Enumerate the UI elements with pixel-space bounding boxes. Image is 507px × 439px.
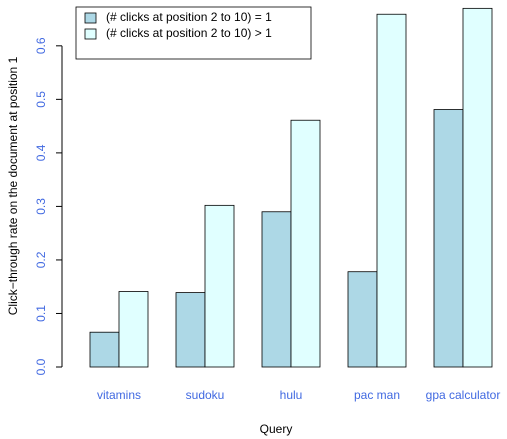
y-tick-label: 0.5 bbox=[34, 91, 48, 108]
y-tick-label: 0.1 bbox=[34, 305, 48, 322]
bar bbox=[376, 13, 407, 368]
legend-label: (# clicks at position 2 to 10) > 1 bbox=[106, 26, 272, 40]
y-tick-label: 0.0 bbox=[34, 358, 48, 375]
y-axis-label: Click−through rate on the document at po… bbox=[6, 56, 20, 315]
bar bbox=[261, 211, 292, 368]
x-tick-label: gpa calculator bbox=[426, 388, 501, 402]
x-tick-label: pac man bbox=[354, 388, 400, 402]
bar bbox=[118, 291, 149, 368]
y-tick-label: 0.4 bbox=[34, 144, 48, 161]
legend-box bbox=[75, 6, 312, 60]
y-tick-label: 0.3 bbox=[34, 198, 48, 215]
legend-swatch bbox=[84, 12, 97, 24]
bar bbox=[290, 119, 321, 368]
bar bbox=[433, 109, 464, 368]
bar bbox=[462, 7, 493, 368]
x-axis-label: Query bbox=[260, 422, 293, 436]
y-tick-label: 0.2 bbox=[34, 251, 48, 268]
bar bbox=[347, 271, 378, 368]
x-tick-label: sudoku bbox=[186, 388, 225, 402]
y-tick-label: 0.6 bbox=[34, 37, 48, 54]
legend-label: (# clicks at position 2 to 10) = 1 bbox=[106, 10, 272, 24]
bar bbox=[89, 331, 120, 368]
legend-swatch bbox=[84, 28, 97, 40]
bar bbox=[204, 204, 235, 368]
x-tick-label: vitamins bbox=[97, 388, 141, 402]
x-tick-label: hulu bbox=[280, 388, 303, 402]
bar bbox=[175, 292, 206, 368]
